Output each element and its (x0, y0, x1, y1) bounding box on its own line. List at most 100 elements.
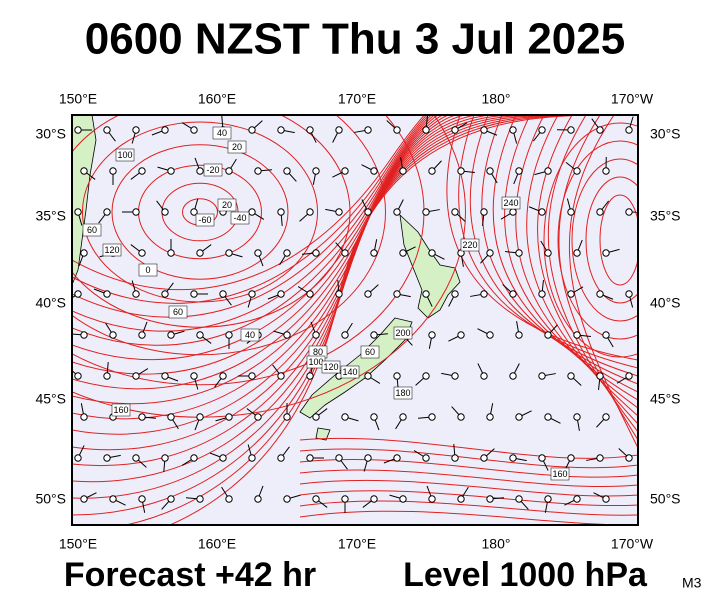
barb-station (515, 167, 523, 175)
contour-label-bg (115, 148, 135, 162)
lon-label-bottom: 180° (482, 536, 511, 552)
barb-station (486, 167, 494, 175)
barb-station (422, 372, 430, 380)
barb-station (109, 331, 117, 339)
contour-label: -40 (233, 213, 246, 223)
barb-station (225, 413, 233, 421)
barb-station (312, 495, 320, 503)
barb-station (283, 249, 291, 257)
barb-station (567, 372, 575, 380)
barb-station (428, 167, 436, 175)
barb-station (190, 126, 198, 134)
contour-label-bg (460, 238, 480, 252)
barb-station (509, 126, 517, 134)
contour-label: 60 (87, 225, 97, 235)
barb-station (602, 413, 610, 421)
barb-station (370, 331, 378, 339)
contour-label: 180 (395, 388, 410, 398)
barb-station (80, 249, 88, 257)
lon-label-bottom: 160°E (198, 536, 236, 552)
lat-label-left: 45°S (35, 391, 66, 407)
barb-station (515, 495, 523, 503)
contour-label-bg (82, 223, 102, 237)
barb-station (538, 290, 546, 298)
contour (72, 115, 351, 328)
barb-station (544, 167, 552, 175)
barb-station (422, 454, 430, 462)
barb-station (196, 413, 204, 421)
contour-label: 120 (323, 362, 338, 372)
barb-station (312, 249, 320, 257)
barb-station (277, 372, 285, 380)
barb-station (451, 126, 459, 134)
barb-station (254, 167, 262, 175)
contour-label: 160 (552, 469, 567, 479)
barb-station (480, 372, 488, 380)
contour-label-bg (321, 360, 341, 374)
barb-station (335, 126, 343, 134)
barb-station (567, 454, 575, 462)
barb-station (602, 331, 610, 339)
contour-label-bg (227, 140, 247, 154)
barb-station (103, 126, 111, 134)
barb-station (364, 126, 372, 134)
barb-station (190, 208, 198, 216)
barb-station (393, 290, 401, 298)
barb-station (480, 290, 488, 298)
model-tag: M3 (682, 575, 702, 591)
barb-station (625, 372, 633, 380)
barb-station (509, 208, 517, 216)
barb-station (486, 249, 494, 257)
barb-station (370, 495, 378, 503)
contour-label: 60 (365, 347, 375, 357)
barb-station (167, 331, 175, 339)
barb-station (254, 249, 262, 257)
barb-station (74, 208, 82, 216)
barb-station (544, 413, 552, 421)
barb-station (80, 495, 88, 503)
contour-label: 20 (232, 142, 242, 152)
barb-station (306, 126, 314, 134)
barb-station (341, 495, 349, 503)
contour (72, 115, 499, 332)
barb-station (103, 208, 111, 216)
barb-station (161, 126, 169, 134)
barb-station (428, 413, 436, 421)
barb-station (306, 208, 314, 216)
barb-station (457, 167, 465, 175)
barb-station (428, 249, 436, 257)
contour-label: 80 (313, 347, 323, 357)
barb-station (196, 495, 204, 503)
forecast-label: Forecast +42 hr (64, 556, 316, 594)
barb-station (573, 495, 581, 503)
barb-station (393, 454, 401, 462)
barb-station (306, 290, 314, 298)
barb-station (80, 413, 88, 421)
barb-station (138, 413, 146, 421)
barb-station (451, 290, 459, 298)
barb-station (567, 126, 575, 134)
barb-station (161, 372, 169, 380)
barb-station (167, 413, 175, 421)
map-background (72, 115, 638, 525)
contour (299, 490, 638, 507)
barb-station (167, 249, 175, 257)
barb-station (161, 290, 169, 298)
contour (469, 115, 638, 377)
barb-station (457, 331, 465, 339)
contour (299, 459, 638, 478)
barb-station (596, 208, 604, 216)
contour-label: 40 (245, 330, 255, 340)
contour-label: 100 (308, 357, 323, 367)
contour (72, 115, 487, 304)
lat-label-right: 35°S (650, 208, 681, 224)
barb-station (370, 413, 378, 421)
barb-station (225, 495, 233, 503)
barb-station (422, 126, 430, 134)
contour-label-bg (203, 163, 223, 177)
barb-station (161, 208, 169, 216)
barb-station (451, 208, 459, 216)
barb-station (399, 167, 407, 175)
lon-label-top: 150°E (59, 91, 97, 107)
contour (299, 469, 638, 488)
